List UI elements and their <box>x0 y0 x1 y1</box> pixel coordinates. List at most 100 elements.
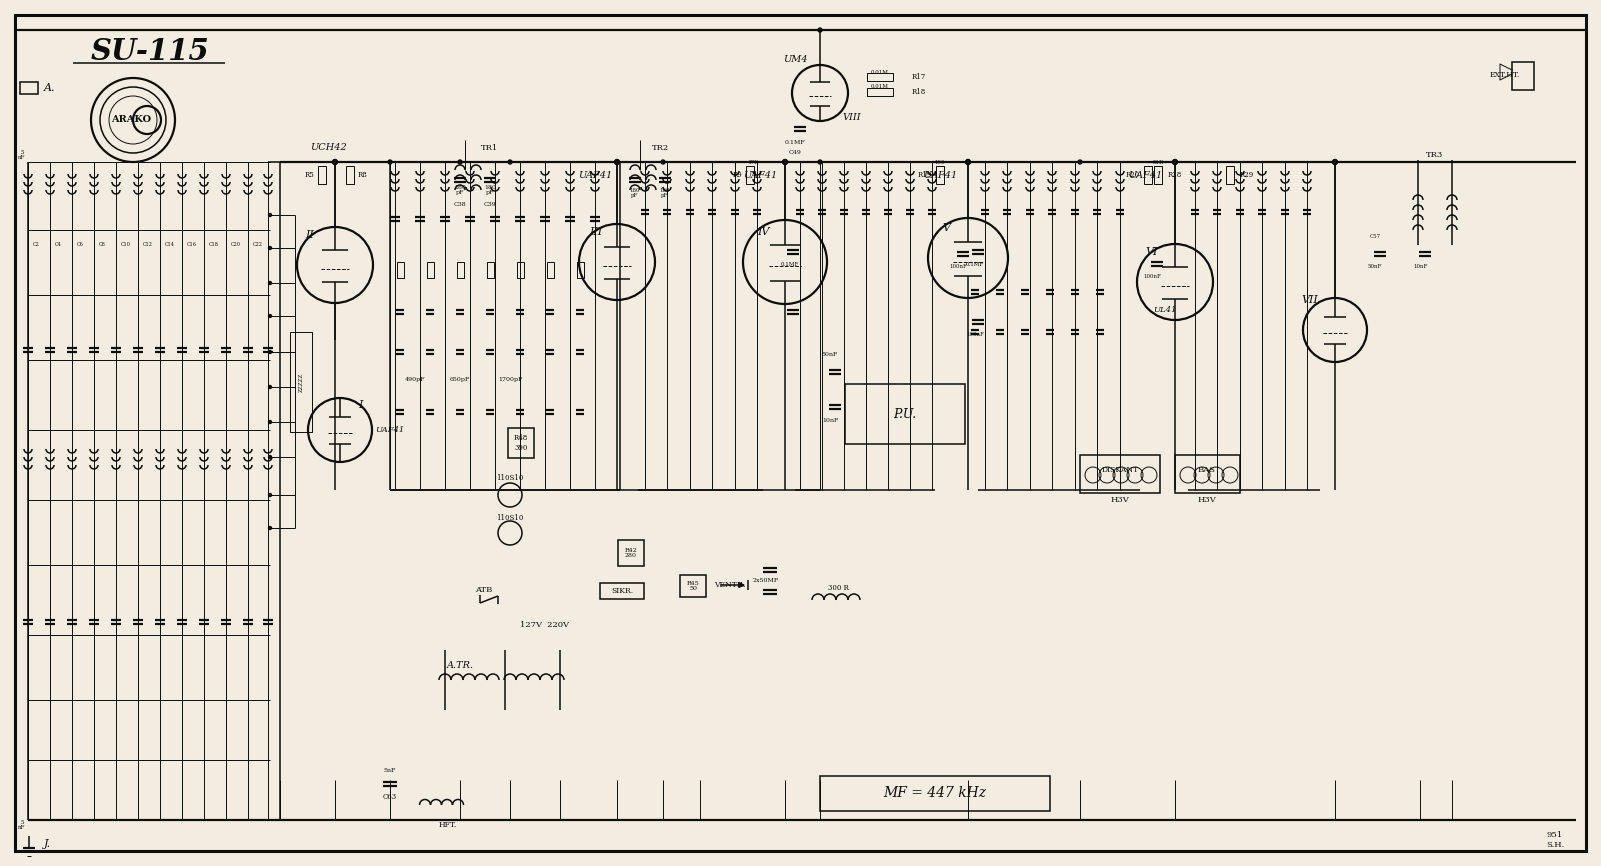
Text: R17: R17 <box>913 73 927 81</box>
Text: R42
280: R42 280 <box>624 547 637 559</box>
Circle shape <box>1172 159 1177 165</box>
Text: R20: R20 <box>1126 171 1140 179</box>
Circle shape <box>458 160 463 164</box>
Text: C22: C22 <box>253 242 263 248</box>
Text: UAF41: UAF41 <box>1127 171 1162 179</box>
Bar <box>576 262 584 278</box>
Text: III: III <box>589 227 602 237</box>
Text: IV: IV <box>757 227 768 237</box>
Bar <box>427 262 434 278</box>
Text: 5
nF: 5 nF <box>18 819 26 830</box>
Circle shape <box>1077 160 1082 164</box>
Circle shape <box>387 160 392 164</box>
Text: 100nF: 100nF <box>949 264 967 269</box>
Circle shape <box>333 160 336 164</box>
Bar <box>1175 455 1241 493</box>
Text: I: I <box>357 400 362 410</box>
Circle shape <box>269 247 272 249</box>
Text: TR2: TR2 <box>652 144 669 152</box>
Circle shape <box>508 160 512 164</box>
Text: C18: C18 <box>210 242 219 248</box>
Circle shape <box>269 494 272 496</box>
Circle shape <box>269 421 272 423</box>
Bar <box>1226 166 1234 184</box>
Text: C57: C57 <box>1369 235 1380 240</box>
Text: BAS: BAS <box>1198 466 1217 474</box>
Bar <box>618 540 644 566</box>
Text: UAF41: UAF41 <box>578 171 612 179</box>
Text: C38: C38 <box>453 203 466 208</box>
Circle shape <box>269 314 272 318</box>
Bar <box>820 776 1050 811</box>
Text: 951
S.H.: 951 S.H. <box>1547 831 1564 849</box>
Text: 180
pF: 180 pF <box>660 188 671 198</box>
Text: C6: C6 <box>77 242 83 248</box>
Text: 650pF: 650pF <box>450 378 471 383</box>
Text: 110S10: 110S10 <box>496 514 524 522</box>
Text: R28: R28 <box>1169 171 1182 179</box>
Text: R45
50: R45 50 <box>687 580 700 591</box>
Text: A.TR.: A.TR. <box>447 661 474 669</box>
Text: 490pF: 490pF <box>405 378 426 383</box>
Circle shape <box>269 214 272 216</box>
Bar <box>1511 62 1534 90</box>
Text: TR3: TR3 <box>1426 151 1444 159</box>
Circle shape <box>615 159 620 165</box>
Text: 51K: 51K <box>1153 160 1164 165</box>
Text: C39: C39 <box>484 203 496 208</box>
Circle shape <box>818 28 821 32</box>
Text: C20: C20 <box>231 242 242 248</box>
Bar <box>487 262 495 278</box>
Bar <box>1145 166 1153 184</box>
Text: UCH42: UCH42 <box>311 144 347 152</box>
Bar <box>548 262 554 278</box>
Bar <box>1154 166 1162 184</box>
Text: C10: C10 <box>122 242 131 248</box>
Circle shape <box>269 527 272 529</box>
Text: C63: C63 <box>383 793 397 801</box>
Text: 100nF: 100nF <box>1143 275 1161 280</box>
Text: 10nF: 10nF <box>821 417 839 423</box>
Text: A.: A. <box>43 83 56 93</box>
Text: 180
pF: 180 pF <box>629 188 640 198</box>
Text: 0.01M: 0.01M <box>871 69 889 74</box>
Bar <box>680 575 706 597</box>
Text: DISKANT: DISKANT <box>1101 466 1138 474</box>
Bar <box>456 262 464 278</box>
Circle shape <box>269 281 272 285</box>
Text: VII: VII <box>1302 295 1318 305</box>
Circle shape <box>333 159 338 165</box>
Text: 127V  220V: 127V 220V <box>520 621 570 629</box>
Bar <box>845 384 965 444</box>
Text: V: V <box>941 223 949 233</box>
Text: MF = 447 kHz: MF = 447 kHz <box>884 786 986 800</box>
Text: J.: J. <box>43 839 51 849</box>
Text: ARAKO: ARAKO <box>110 115 150 125</box>
Text: 47K: 47K <box>748 160 759 165</box>
Text: 50nF: 50nF <box>821 352 839 358</box>
Circle shape <box>965 159 970 165</box>
Text: 0.01M: 0.01M <box>871 85 889 89</box>
Text: UAF41: UAF41 <box>922 171 957 179</box>
Text: TR1: TR1 <box>482 144 498 152</box>
Circle shape <box>1174 160 1177 164</box>
Text: 0.1MF: 0.1MF <box>784 139 805 145</box>
Circle shape <box>818 160 821 164</box>
Text: SIKR.: SIKR. <box>612 587 632 595</box>
Text: R48
390: R48 390 <box>514 435 528 451</box>
Bar <box>508 428 535 458</box>
Text: SU-115: SU-115 <box>91 37 210 67</box>
Bar <box>600 583 644 599</box>
Text: 100nF: 100nF <box>965 333 985 338</box>
Circle shape <box>783 159 788 165</box>
Text: 0.1MF: 0.1MF <box>965 262 985 268</box>
Circle shape <box>965 160 970 164</box>
Bar <box>746 166 754 184</box>
Circle shape <box>783 160 788 164</box>
Text: R5: R5 <box>304 171 314 179</box>
Text: 10nF: 10nF <box>1412 264 1426 269</box>
Text: C2: C2 <box>34 242 40 248</box>
Text: EXT.HT.: EXT.HT. <box>1491 71 1521 79</box>
Bar <box>346 166 354 184</box>
Bar <box>868 88 893 96</box>
